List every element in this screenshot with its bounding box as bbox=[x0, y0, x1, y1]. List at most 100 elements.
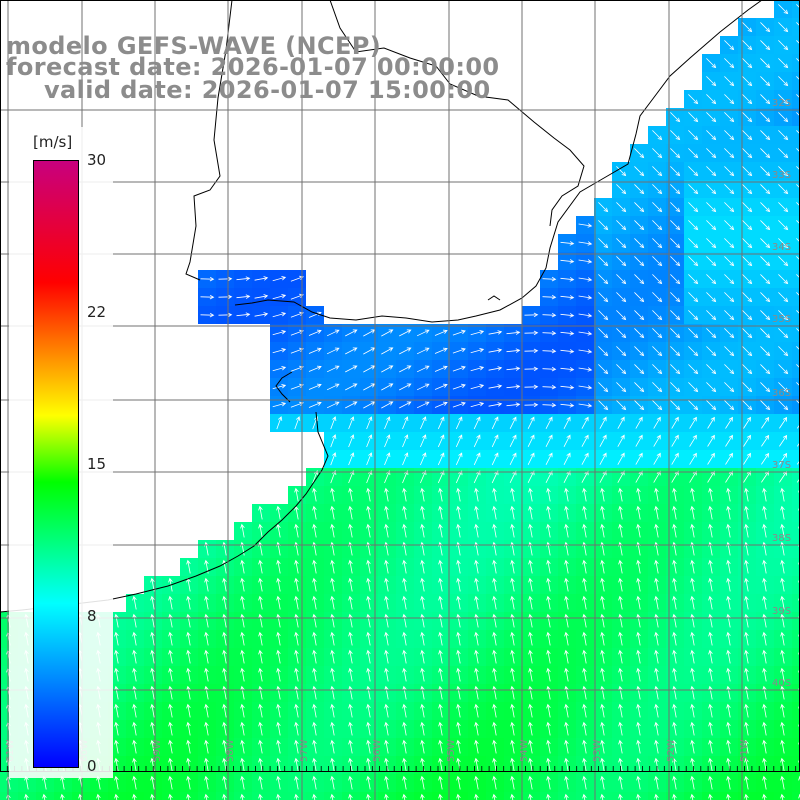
wind-arrow bbox=[760, 364, 771, 375]
wind-arrow bbox=[348, 667, 353, 682]
wind-arrow bbox=[416, 329, 430, 337]
wind-arrow bbox=[670, 382, 681, 393]
wind-arrow bbox=[258, 685, 263, 700]
wind-arrow bbox=[599, 416, 607, 429]
wind-arrow bbox=[744, 775, 749, 790]
wind-arrow bbox=[204, 721, 209, 736]
wind-arrow bbox=[653, 434, 661, 447]
wind-arrow bbox=[470, 402, 485, 408]
wind-arrow bbox=[652, 130, 663, 141]
wind-arrow bbox=[780, 505, 785, 520]
wind-arrow bbox=[240, 703, 245, 718]
wind-arrow bbox=[312, 649, 317, 664]
wind-arrow bbox=[598, 346, 609, 357]
wind-arrow bbox=[399, 365, 412, 373]
wind-arrow bbox=[456, 721, 461, 736]
wind-arrow bbox=[564, 685, 569, 700]
wind-arrow bbox=[560, 403, 575, 408]
wind-arrow bbox=[204, 757, 209, 772]
wind-arrow bbox=[560, 367, 575, 372]
wind-arrow bbox=[780, 757, 785, 772]
wind-arrow bbox=[564, 775, 569, 790]
wind-arrow bbox=[616, 274, 627, 285]
speed-cell bbox=[792, 504, 800, 522]
wind-arrow bbox=[509, 452, 517, 465]
wind-arrow bbox=[326, 401, 340, 409]
wind-arrow bbox=[778, 238, 789, 249]
wind-arrow bbox=[294, 775, 299, 790]
wind-arrow bbox=[688, 346, 699, 357]
wind-arrow bbox=[402, 757, 407, 772]
colorbar-tick-15: 15 bbox=[87, 455, 107, 473]
wind-arrow bbox=[670, 184, 681, 195]
wind-arrow bbox=[366, 757, 371, 772]
wind-arrow bbox=[330, 649, 335, 664]
wind-arrow bbox=[618, 739, 623, 754]
wind-arrow bbox=[366, 559, 371, 574]
wind-arrow bbox=[150, 721, 155, 736]
wind-arrow bbox=[330, 775, 335, 790]
wind-arrow bbox=[578, 313, 593, 318]
wind-arrow bbox=[760, 76, 771, 87]
speed-cell bbox=[792, 324, 800, 342]
wind-arrow bbox=[545, 452, 553, 465]
speed-cell bbox=[792, 216, 800, 234]
wind-arrow bbox=[348, 470, 355, 484]
wind-arrow bbox=[132, 685, 137, 700]
wind-arrow bbox=[509, 434, 517, 447]
wind-arrow bbox=[563, 470, 571, 483]
wind-arrow bbox=[384, 685, 389, 700]
wind-arrow bbox=[582, 685, 587, 700]
wind-arrow bbox=[330, 452, 337, 466]
wind-arrow bbox=[290, 329, 304, 336]
wind-arrow bbox=[636, 685, 641, 700]
wind-arrow bbox=[708, 505, 713, 520]
wind-arrow bbox=[600, 793, 605, 800]
wind-arrow bbox=[204, 613, 209, 628]
wind-arrow bbox=[670, 274, 681, 285]
wind-arrow bbox=[780, 613, 785, 628]
colorbar-tick-30: 30 bbox=[87, 151, 107, 169]
wind-arrow bbox=[240, 721, 245, 736]
wind-arrow bbox=[564, 559, 569, 574]
wind-arrow bbox=[474, 613, 479, 628]
wind-arrow bbox=[760, 274, 771, 285]
speed-cell bbox=[792, 270, 800, 288]
wind-arrow bbox=[528, 577, 533, 592]
wind-arrow bbox=[294, 613, 299, 628]
wind-arrow bbox=[726, 613, 731, 628]
latitude-label: 34S bbox=[772, 242, 791, 253]
wind-arrow bbox=[672, 667, 677, 682]
wind-arrow bbox=[546, 685, 551, 700]
wind-arrow bbox=[488, 366, 503, 371]
wind-arrow bbox=[654, 613, 659, 628]
wind-arrow bbox=[384, 667, 389, 682]
wind-arrow bbox=[527, 452, 535, 465]
wind-arrow bbox=[254, 276, 269, 281]
wind-arrow bbox=[744, 739, 749, 754]
wind-arrow bbox=[474, 595, 479, 610]
wind-arrow bbox=[258, 649, 263, 664]
wind-arrow bbox=[312, 667, 317, 682]
wind-arrow bbox=[762, 775, 767, 790]
wind-arrow bbox=[204, 631, 209, 646]
wind-arrow bbox=[742, 274, 753, 285]
wind-arrow bbox=[654, 775, 659, 790]
wind-arrow bbox=[760, 112, 771, 123]
wind-arrow bbox=[384, 416, 391, 430]
wind-arrow bbox=[778, 220, 789, 231]
wind-arrow bbox=[308, 347, 322, 354]
wind-arrow bbox=[796, 346, 800, 351]
wind-arrow bbox=[186, 631, 191, 646]
wind-arrow bbox=[276, 757, 281, 772]
wind-arrow bbox=[760, 40, 771, 51]
wind-arrow bbox=[330, 685, 335, 700]
wind-arrow bbox=[564, 631, 569, 646]
wind-arrow bbox=[726, 775, 731, 790]
wind-arrow bbox=[742, 112, 753, 123]
wind-arrow bbox=[560, 331, 575, 336]
wind-arrow bbox=[652, 274, 663, 285]
wind-arrow bbox=[618, 505, 623, 520]
wind-arrow bbox=[492, 559, 497, 574]
wind-arrow bbox=[312, 613, 317, 628]
